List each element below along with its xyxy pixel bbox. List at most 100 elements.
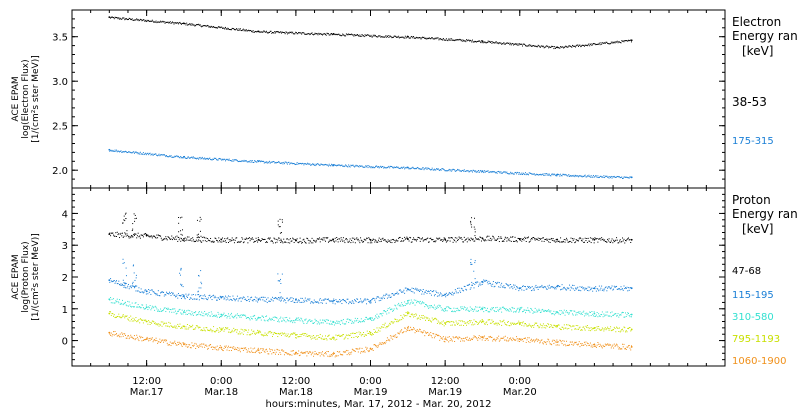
scatter-dot bbox=[455, 39, 457, 41]
scatter-dot bbox=[209, 157, 211, 159]
scatter-dot bbox=[439, 239, 441, 241]
scatter-dot bbox=[280, 282, 282, 284]
scatter-dot bbox=[577, 311, 579, 313]
scatter-dot bbox=[519, 288, 521, 290]
scatter-dot bbox=[186, 236, 188, 238]
scatter-dot bbox=[457, 169, 459, 171]
scatter-dot bbox=[372, 34, 374, 36]
scatter-dot bbox=[460, 237, 462, 239]
scatter-dot bbox=[292, 350, 294, 352]
scatter-dot bbox=[501, 286, 503, 288]
scatter-dot bbox=[210, 237, 212, 239]
scatter-dot bbox=[345, 321, 347, 323]
scatter-dot bbox=[580, 329, 582, 331]
scatter-dot bbox=[437, 168, 439, 170]
scatter-dot bbox=[310, 164, 312, 166]
scatter-dot bbox=[281, 241, 283, 243]
scatter-dot bbox=[497, 281, 499, 283]
scatter-dot bbox=[511, 322, 513, 324]
scatter-dot bbox=[419, 290, 421, 292]
scatter-dot bbox=[608, 43, 610, 45]
scatter-dot bbox=[238, 241, 240, 243]
scatter-dot bbox=[128, 317, 130, 319]
scatter-dot bbox=[156, 154, 158, 156]
scatter-dot bbox=[386, 326, 388, 328]
scatter-dot bbox=[508, 42, 510, 44]
scatter-dot bbox=[156, 293, 158, 295]
scatter-dot bbox=[154, 309, 156, 311]
scatter-dot bbox=[163, 307, 165, 309]
scatter-dot bbox=[302, 239, 304, 241]
scatter-dot bbox=[591, 176, 593, 178]
scatter-dot bbox=[158, 295, 160, 297]
scatter-dot bbox=[516, 286, 518, 288]
scatter-dot bbox=[210, 311, 212, 313]
scatter-dot bbox=[607, 315, 609, 317]
scatter-dot bbox=[298, 317, 300, 319]
scatter-dot bbox=[508, 238, 510, 240]
scatter-dot bbox=[131, 320, 133, 322]
scatter-dot bbox=[544, 325, 546, 327]
scatter-dot bbox=[314, 32, 316, 34]
scatter-dot bbox=[155, 294, 157, 296]
scatter-dot bbox=[516, 241, 518, 243]
scatter-dot bbox=[332, 320, 334, 322]
scatter-dot bbox=[565, 327, 567, 329]
scatter-dot bbox=[339, 301, 341, 303]
scatter-dot bbox=[323, 338, 325, 340]
scatter-dot bbox=[216, 299, 218, 301]
scatter-dot bbox=[207, 348, 209, 350]
scatter-dot bbox=[601, 311, 603, 313]
scatter-dot bbox=[290, 320, 292, 322]
scatter-dot bbox=[193, 157, 195, 159]
scatter-dot bbox=[289, 163, 291, 165]
scatter-dot bbox=[255, 161, 257, 163]
scatter-dot bbox=[560, 173, 562, 175]
scatter-dot bbox=[304, 301, 306, 303]
scatter-dot bbox=[279, 296, 281, 298]
scatter-dot bbox=[540, 45, 542, 47]
scatter-dot bbox=[466, 170, 468, 172]
scatter-dot bbox=[183, 343, 185, 345]
scatter-dot bbox=[277, 239, 279, 241]
scatter-dot bbox=[139, 306, 141, 308]
scatter-dot bbox=[383, 326, 385, 328]
scatter-dot bbox=[221, 241, 223, 243]
scatter-dot bbox=[209, 25, 211, 27]
scatter-dot bbox=[213, 26, 215, 28]
scatter-dot bbox=[497, 309, 499, 311]
scatter-dot bbox=[333, 240, 335, 242]
scatter-dot bbox=[482, 40, 484, 42]
scatter-dot bbox=[110, 235, 112, 237]
scatter-dot bbox=[554, 286, 556, 288]
scatter-dot bbox=[142, 236, 144, 238]
scatter-dot bbox=[603, 290, 605, 292]
scatter-dot bbox=[595, 44, 597, 46]
scatter-dot bbox=[178, 156, 180, 158]
scatter-dot bbox=[597, 43, 599, 45]
scatter-dot bbox=[180, 344, 182, 346]
scatter-dot bbox=[138, 236, 140, 238]
scatter-dot bbox=[614, 286, 616, 288]
scatter-dot bbox=[137, 290, 139, 292]
scatter-dot bbox=[381, 36, 383, 38]
scatter-dot bbox=[420, 168, 422, 170]
scatter-dot bbox=[237, 29, 239, 31]
scatter-dot bbox=[156, 308, 158, 310]
scatter-dot bbox=[605, 329, 607, 331]
scatter-dot bbox=[600, 42, 602, 44]
scatter-dot bbox=[275, 31, 277, 33]
scatter-dot bbox=[183, 23, 185, 25]
scatter-dot bbox=[148, 289, 150, 291]
scatter-dot bbox=[509, 44, 511, 46]
scatter-dot bbox=[127, 335, 129, 337]
scatter-dot bbox=[410, 35, 412, 37]
scatter-dot bbox=[160, 154, 162, 156]
scatter-dot bbox=[460, 291, 462, 293]
scatter-dot bbox=[341, 335, 343, 337]
scatter-dot bbox=[479, 40, 481, 42]
scatter-dot bbox=[427, 307, 429, 309]
scatter-dot bbox=[110, 16, 112, 18]
scatter-dot bbox=[613, 288, 615, 290]
scatter-dot bbox=[279, 218, 281, 220]
